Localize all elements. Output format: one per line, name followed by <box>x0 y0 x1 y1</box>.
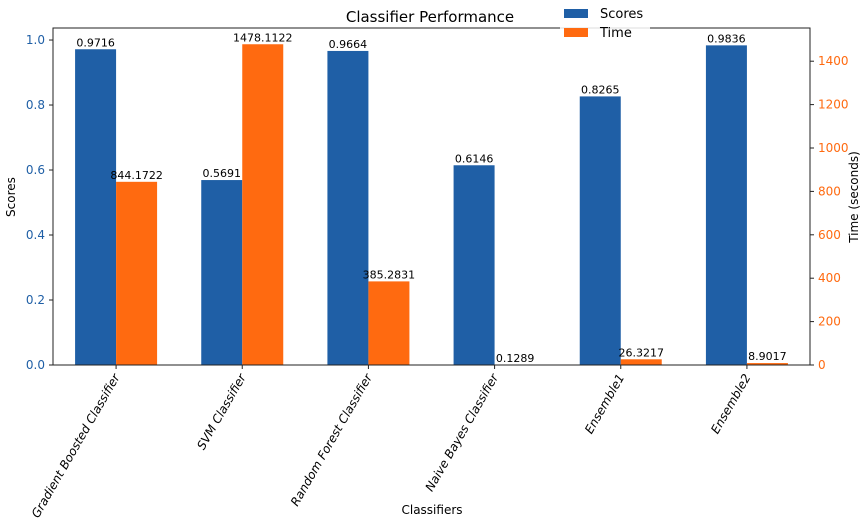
bar-time <box>242 44 283 365</box>
bar-scores <box>75 49 116 365</box>
data-label-time: 844.1722 <box>110 169 163 182</box>
bar-time <box>621 359 662 365</box>
y-tick-label-right: 400 <box>818 271 841 285</box>
bar-scores <box>454 165 495 365</box>
data-label-time: 385.2831 <box>363 268 416 281</box>
bar-scores <box>201 180 242 365</box>
legend-label-time: Time <box>599 26 632 41</box>
y-tick-label-right: 1200 <box>818 98 849 112</box>
y-tick-label-right: 800 <box>818 184 841 198</box>
y-tick-label-right: 1000 <box>818 141 849 155</box>
x-tick-label: Random Forest Classifier <box>288 371 376 509</box>
x-tick-label: Naive Bayes Classifier <box>423 371 502 494</box>
bar-time <box>116 182 157 365</box>
y-tick-label-left: 0.8 <box>26 98 45 112</box>
x-tick-label: Ensemble1 <box>582 372 627 437</box>
plot-frame <box>53 28 810 365</box>
data-label-scores: 0.9836 <box>707 32 746 45</box>
data-label-scores: 0.5691 <box>203 167 242 180</box>
x-tick-label: Ensemble2 <box>708 372 753 437</box>
data-label-scores: 0.8265 <box>581 83 620 96</box>
data-label-time: 8.9017 <box>748 350 787 363</box>
x-tick-label: SVM Classifier <box>194 371 249 453</box>
bar-time <box>368 281 409 365</box>
data-label-time: 1478.1122 <box>233 31 293 44</box>
data-label-time: 0.1289 <box>496 352 535 365</box>
bar-scores <box>327 51 368 365</box>
y-tick-label-right: 600 <box>818 228 841 242</box>
y-tick-label-right: 1400 <box>818 54 849 68</box>
bar-scores <box>706 45 747 365</box>
chart-title: Classifier Performance <box>346 8 514 26</box>
y-tick-label-left: 1.0 <box>26 33 45 47</box>
legend: Scores Time <box>560 2 650 41</box>
data-label-scores: 0.9664 <box>329 38 368 51</box>
data-label-time: 26.3217 <box>619 346 665 359</box>
y-axis-label-left: Scores <box>4 177 18 217</box>
y-tick-label-right: 200 <box>818 315 841 329</box>
x-tick-label: Gradient Boosted Classifier <box>29 371 124 519</box>
bar-scores <box>580 96 621 365</box>
y-tick-label-left: 0.4 <box>26 228 45 242</box>
data-label-scores: 0.9716 <box>76 36 115 49</box>
data-label-scores: 0.6146 <box>455 152 494 165</box>
legend-swatch-time <box>564 28 588 37</box>
y-tick-label-left: 0.6 <box>26 163 45 177</box>
legend-label-scores: Scores <box>600 7 643 22</box>
y-tick-label-right: 0 <box>818 358 826 372</box>
x-axis-label: Classifiers <box>401 503 462 517</box>
y-axis-label-right: Time (seconds) <box>847 151 861 244</box>
y-tick-label-left: 0.0 <box>26 358 45 372</box>
y-tick-label-left: 0.2 <box>26 293 45 307</box>
legend-swatch-scores <box>564 9 588 18</box>
